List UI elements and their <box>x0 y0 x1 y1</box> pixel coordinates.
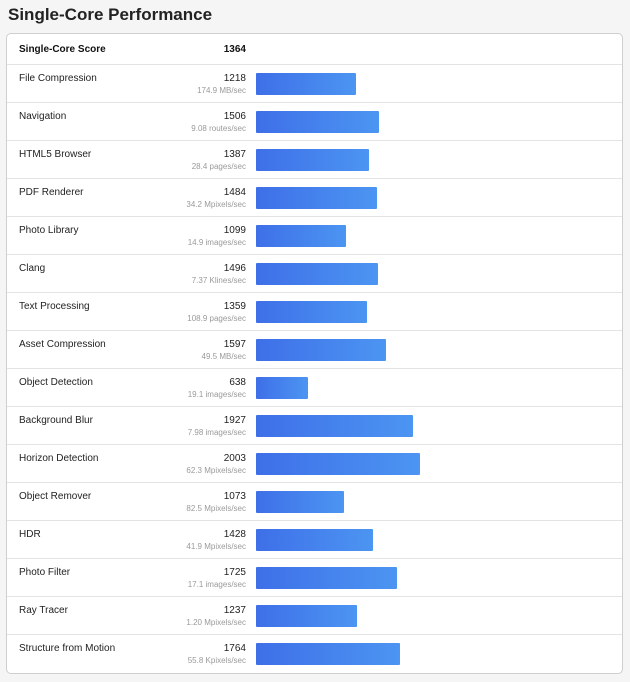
benchmark-bar <box>256 415 413 437</box>
benchmark-score: 1073 <box>223 491 246 502</box>
benchmark-row: HTML5 Browser 1387 28.4 pages/sec <box>7 141 622 179</box>
benchmark-score: 1428 <box>223 529 246 540</box>
benchmark-name: PDF Renderer <box>19 187 84 198</box>
benchmark-row: Text Processing 1359 108.9 pages/sec <box>7 293 622 331</box>
benchmark-name: HDR <box>19 529 41 540</box>
benchmark-throughput: 82.5 Mpixels/sec <box>186 504 246 513</box>
benchmark-score: 1099 <box>223 225 246 236</box>
score-label: Single-Core Score <box>19 44 106 55</box>
benchmark-throughput: 41.9 Mpixels/sec <box>186 542 246 551</box>
benchmark-name: Photo Library <box>19 225 79 236</box>
benchmark-throughput: 14.9 images/sec <box>187 238 246 247</box>
score-value: 1364 <box>223 44 246 55</box>
benchmark-throughput: 108.9 pages/sec <box>187 314 246 323</box>
benchmark-card: Single-Core Score 1364 File Compression 1… <box>6 33 623 674</box>
benchmark-bar <box>256 301 367 323</box>
benchmark-score: 638 <box>229 377 246 388</box>
benchmark-score: 1725 <box>223 567 246 578</box>
benchmark-bar <box>256 643 400 665</box>
benchmark-name: Text Processing <box>19 301 90 312</box>
benchmark-throughput: 62.3 Mpixels/sec <box>186 466 246 475</box>
benchmark-row: Object Detection 638 19.1 images/sec <box>7 369 622 407</box>
benchmark-bar <box>256 263 378 285</box>
benchmark-row: Asset Compression 1597 49.5 MB/sec <box>7 331 622 369</box>
benchmark-throughput: 28.4 pages/sec <box>191 162 246 171</box>
benchmark-name: Clang <box>19 263 46 274</box>
benchmark-row: Navigation 1506 9.08 routes/sec <box>7 103 622 141</box>
benchmark-throughput: 49.5 MB/sec <box>201 352 246 361</box>
benchmark-row: Photo Filter 1725 17.1 images/sec <box>7 559 622 597</box>
benchmark-score: 1237 <box>223 605 246 616</box>
benchmark-row: HDR 1428 41.9 Mpixels/sec <box>7 521 622 559</box>
benchmark-name: Ray Tracer <box>19 605 68 616</box>
benchmark-row: PDF Renderer 1484 34.2 Mpixels/sec <box>7 179 622 217</box>
benchmark-name: HTML5 Browser <box>19 149 92 160</box>
benchmark-throughput: 7.37 Klines/sec <box>191 276 246 285</box>
benchmark-score: 1496 <box>223 263 246 274</box>
benchmark-throughput: 174.9 MB/sec <box>197 86 246 95</box>
benchmark-row: File Compression 1218 174.9 MB/sec <box>7 65 622 103</box>
benchmark-bar <box>256 73 356 95</box>
benchmark-bar <box>256 491 344 513</box>
benchmark-bar <box>256 225 346 247</box>
benchmark-throughput: 55.8 Kpixels/sec <box>187 656 246 665</box>
benchmark-score: 1597 <box>223 339 246 350</box>
benchmark-throughput: 9.08 routes/sec <box>191 124 246 133</box>
benchmark-score: 1764 <box>223 643 246 654</box>
benchmark-throughput: 1.20 Mpixels/sec <box>186 618 246 627</box>
benchmark-score: 1927 <box>223 415 246 426</box>
benchmark-row: Horizon Detection 2003 62.3 Mpixels/sec <box>7 445 622 483</box>
benchmark-throughput: 19.1 images/sec <box>187 390 246 399</box>
benchmark-bar <box>256 149 369 171</box>
benchmark-name: Structure from Motion <box>19 643 116 654</box>
benchmark-bar <box>256 339 386 361</box>
benchmark-row: Photo Library 1099 14.9 images/sec <box>7 217 622 255</box>
benchmark-row: Structure from Motion 1764 55.8 Kpixels/se… <box>7 635 622 673</box>
benchmark-score: 2003 <box>223 453 246 464</box>
benchmark-row: Ray Tracer 1237 1.20 Mpixels/sec <box>7 597 622 635</box>
benchmark-name: Horizon Detection <box>19 453 99 464</box>
benchmark-score: 1506 <box>223 111 246 122</box>
benchmark-score: 1484 <box>223 187 246 198</box>
benchmark-score: 1359 <box>223 301 246 312</box>
benchmark-throughput: 17.1 images/sec <box>187 580 246 589</box>
benchmark-name: File Compression <box>19 73 97 84</box>
benchmark-throughput: 7.98 images/sec <box>187 428 246 437</box>
benchmark-name: Asset Compression <box>19 339 106 350</box>
page-title: Single-Core Performance <box>8 5 213 24</box>
benchmark-row: Clang 1496 7.37 Klines/sec <box>7 255 622 293</box>
benchmark-throughput: 34.2 Mpixels/sec <box>186 200 246 209</box>
benchmark-name: Navigation <box>19 111 67 122</box>
benchmark-name: Object Remover <box>19 491 92 502</box>
benchmark-name: Object Detection <box>19 377 93 388</box>
benchmark-bar <box>256 111 379 133</box>
benchmark-name: Background Blur <box>19 415 93 426</box>
benchmark-bar <box>256 605 357 627</box>
benchmark-score: 1218 <box>223 73 246 84</box>
score-row: Single-Core Score 1364 <box>7 34 622 65</box>
benchmark-bar <box>256 567 397 589</box>
benchmark-row: Background Blur 1927 7.98 images/sec <box>7 407 622 445</box>
benchmark-row: Object Remover 1073 82.5 Mpixels/sec <box>7 483 622 521</box>
benchmark-name: Photo Filter <box>19 567 71 578</box>
benchmark-bar <box>256 187 377 209</box>
benchmark-bar <box>256 529 373 551</box>
benchmark-score: 1387 <box>223 149 246 160</box>
benchmark-bar <box>256 377 308 399</box>
benchmark-bar <box>256 453 420 475</box>
